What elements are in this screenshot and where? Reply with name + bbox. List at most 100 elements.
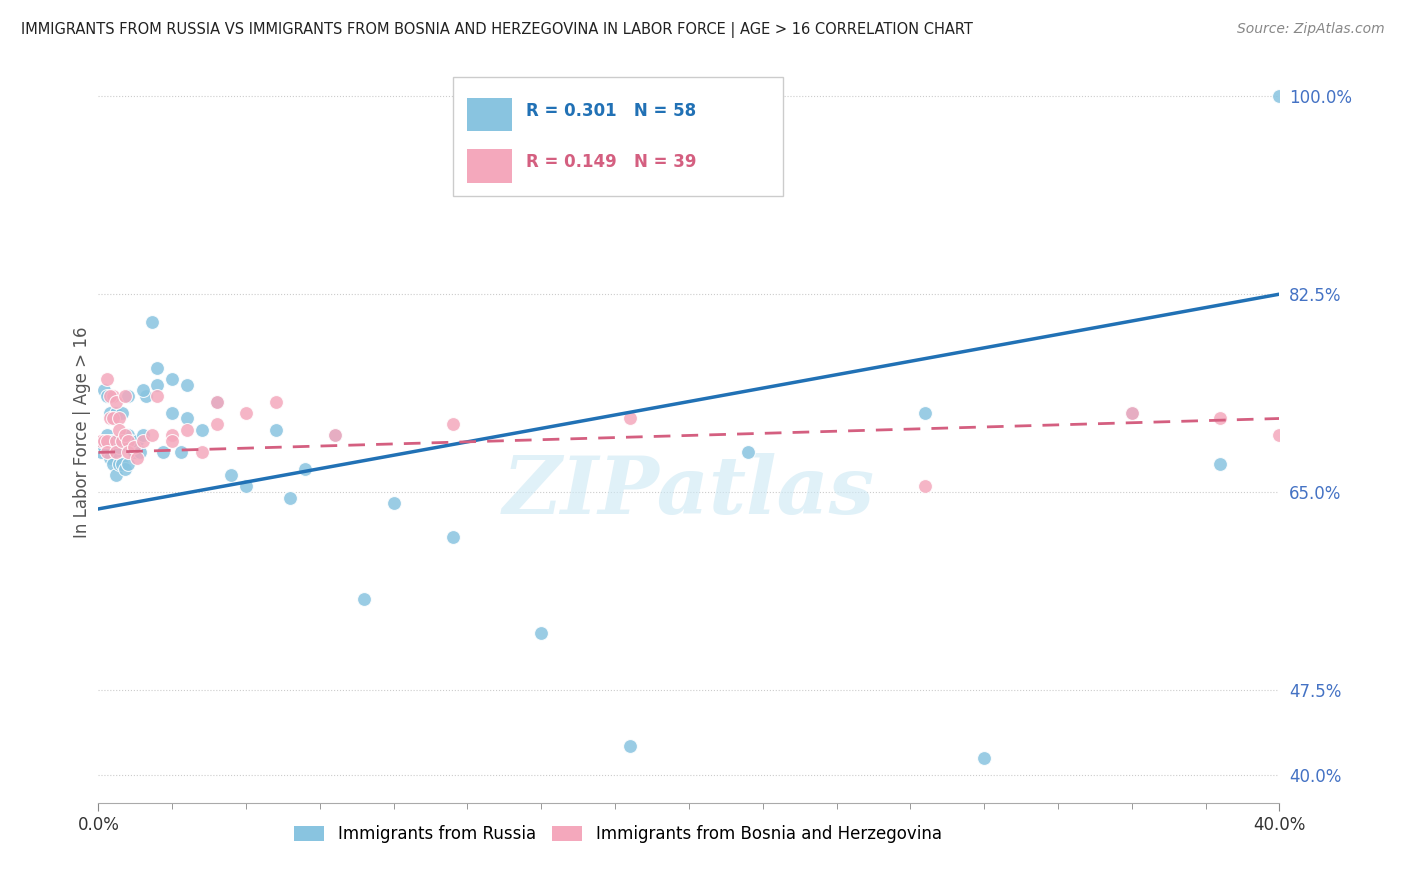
Point bbox=[162, 406, 183, 420]
Point bbox=[1209, 457, 1232, 471]
Point bbox=[93, 434, 115, 449]
Point bbox=[114, 428, 136, 442]
Point bbox=[90, 445, 112, 459]
Point bbox=[152, 445, 174, 459]
Point bbox=[103, 434, 125, 449]
Point bbox=[132, 434, 155, 449]
Point bbox=[1209, 411, 1232, 425]
Point bbox=[170, 445, 193, 459]
Point bbox=[1268, 428, 1291, 442]
Point bbox=[96, 434, 118, 449]
Text: R = 0.149   N = 39: R = 0.149 N = 39 bbox=[526, 153, 696, 171]
Point bbox=[108, 457, 131, 471]
Point bbox=[162, 372, 183, 386]
Point bbox=[96, 428, 118, 442]
Point bbox=[114, 389, 136, 403]
Point bbox=[117, 457, 139, 471]
Point bbox=[111, 434, 134, 449]
Point bbox=[128, 445, 150, 459]
Point bbox=[205, 417, 228, 431]
Point bbox=[1268, 89, 1291, 103]
Point bbox=[191, 423, 214, 437]
Point bbox=[114, 434, 136, 449]
Point bbox=[96, 445, 118, 459]
Point bbox=[108, 411, 131, 425]
FancyBboxPatch shape bbox=[467, 97, 512, 131]
Point bbox=[125, 434, 148, 449]
Point bbox=[619, 411, 641, 425]
Point bbox=[125, 451, 148, 466]
Point bbox=[98, 451, 121, 466]
Point bbox=[105, 434, 128, 449]
Point bbox=[132, 428, 155, 442]
Point bbox=[235, 406, 257, 420]
Point bbox=[176, 411, 198, 425]
Point bbox=[1121, 406, 1143, 420]
Point bbox=[105, 445, 128, 459]
Point bbox=[103, 389, 125, 403]
Point bbox=[108, 440, 131, 454]
Point bbox=[1121, 406, 1143, 420]
Text: Source: ZipAtlas.com: Source: ZipAtlas.com bbox=[1237, 22, 1385, 37]
Point bbox=[114, 462, 136, 476]
Legend: Immigrants from Russia, Immigrants from Bosnia and Herzegovina: Immigrants from Russia, Immigrants from … bbox=[288, 819, 949, 850]
Point bbox=[176, 377, 198, 392]
Point bbox=[530, 626, 553, 640]
Point bbox=[117, 434, 139, 449]
Point bbox=[280, 491, 302, 505]
FancyBboxPatch shape bbox=[467, 150, 512, 183]
Point bbox=[162, 428, 183, 442]
Point bbox=[141, 315, 163, 329]
Point bbox=[141, 428, 163, 442]
Point bbox=[135, 389, 157, 403]
Y-axis label: In Labor Force | Age > 16: In Labor Force | Age > 16 bbox=[73, 326, 91, 539]
Point bbox=[117, 445, 139, 459]
Point bbox=[108, 423, 131, 437]
Point bbox=[914, 479, 936, 493]
Point bbox=[122, 445, 145, 459]
Point bbox=[176, 423, 198, 437]
Point bbox=[146, 360, 169, 375]
Point bbox=[737, 445, 759, 459]
Text: ZIPatlas: ZIPatlas bbox=[503, 453, 875, 531]
Point bbox=[122, 440, 145, 454]
Point bbox=[323, 428, 346, 442]
Point bbox=[191, 445, 214, 459]
Point bbox=[111, 406, 134, 420]
Text: R = 0.301   N = 58: R = 0.301 N = 58 bbox=[526, 102, 696, 120]
Point bbox=[117, 389, 139, 403]
Point bbox=[205, 394, 228, 409]
Point bbox=[146, 389, 169, 403]
Point bbox=[221, 468, 243, 483]
Point bbox=[353, 592, 375, 607]
Point bbox=[132, 383, 155, 397]
Point bbox=[264, 394, 287, 409]
Point bbox=[117, 428, 139, 442]
Point bbox=[103, 457, 125, 471]
Point bbox=[105, 406, 128, 420]
Point bbox=[98, 411, 121, 425]
Point bbox=[111, 457, 134, 471]
Point bbox=[120, 434, 142, 449]
Point bbox=[441, 417, 464, 431]
Point bbox=[105, 394, 128, 409]
Point bbox=[235, 479, 257, 493]
FancyBboxPatch shape bbox=[453, 78, 783, 195]
Point bbox=[146, 377, 169, 392]
Point bbox=[294, 462, 316, 476]
Point bbox=[93, 383, 115, 397]
Point bbox=[103, 411, 125, 425]
Point bbox=[98, 389, 121, 403]
Point bbox=[441, 530, 464, 544]
Point bbox=[323, 428, 346, 442]
Point bbox=[105, 445, 128, 459]
Point bbox=[162, 434, 183, 449]
Point bbox=[93, 440, 115, 454]
Text: IMMIGRANTS FROM RUSSIA VS IMMIGRANTS FROM BOSNIA AND HERZEGOVINA IN LABOR FORCE : IMMIGRANTS FROM RUSSIA VS IMMIGRANTS FRO… bbox=[21, 22, 973, 38]
Point bbox=[105, 468, 128, 483]
Point bbox=[264, 423, 287, 437]
Point bbox=[98, 434, 121, 449]
Point bbox=[973, 750, 995, 764]
Point bbox=[205, 394, 228, 409]
Point bbox=[96, 372, 118, 386]
